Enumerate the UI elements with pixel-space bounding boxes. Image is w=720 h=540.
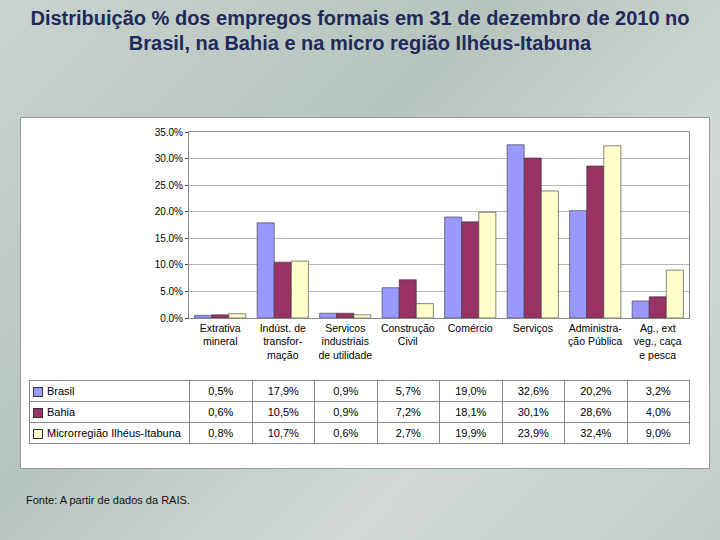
html-text:Distribuição % dos empregos fo: Distribuição % dos empregos formais em 3… [30,7,690,54]
svg-text:0.0%: 0.0% [160,313,183,324]
html-text:4,0%: 4,0% [645,406,671,418]
html-text:28,6%: 28,6% [580,406,612,418]
html-text:19,0%: 19,0% [455,385,487,397]
html-text:0,8%: 0,8% [208,427,234,439]
svg-text:35.0%: 35.0% [155,127,183,138]
svg-text:10.0%: 10.0% [155,259,183,270]
html-text:Fonte: A partir de dados da RA: Fonte: A partir de dados da RAIS. [26,494,190,506]
svg-text:Indúst. detransfor-mação: Indúst. detransfor-mação [260,322,306,361]
html-text:0,9%: 0,9% [333,385,359,397]
html-text:0,6%: 0,6% [208,406,234,418]
html-text:20,2%: 20,2% [580,385,612,397]
html-text:32,6%: 32,6% [517,385,549,397]
svg-text:Comércio: Comércio [448,322,493,334]
html-text:0,9%: 0,9% [333,406,359,418]
html-text:19,9%: 19,9% [455,427,487,439]
html-text:2,7%: 2,7% [395,427,421,439]
html-text:3,2%: 3,2% [645,385,671,397]
svg-text:30.0%: 30.0% [155,153,183,164]
html-text:0,6%: 0,6% [333,427,359,439]
html-text:10,7%: 10,7% [267,427,299,439]
html-text:23,9%: 23,9% [517,427,549,439]
html-text:17,9%: 17,9% [267,385,299,397]
html-text:7,2%: 7,2% [395,406,421,418]
svg-text:5.0%: 5.0% [160,286,183,297]
svg-text:15.0%: 15.0% [155,233,183,244]
svg-text:20.0%: 20.0% [155,206,183,217]
html-text:Bahia: Bahia [47,406,76,418]
html-text:Brasil: Brasil [47,385,75,397]
html-text:Microrregião Ilhéus-Itabuna: Microrregião Ilhéus-Itabuna [47,427,181,439]
html-text:10,5%: 10,5% [267,406,299,418]
html-text:9,0%: 9,0% [645,427,671,439]
html-text:18,1%: 18,1% [455,406,487,418]
svg-text:25.0%: 25.0% [155,180,183,191]
svg-text:Extrativamineral: Extrativamineral [200,322,241,348]
html-text:30,1%: 30,1% [517,406,549,418]
svg-text:Administra-ção Pública: Administra-ção Pública [568,322,622,348]
svg-text:ConstruçãoCivil: ConstruçãoCivil [381,322,435,348]
svg-text:Ag., extveg., caçae pesca: Ag., extveg., caçae pesca [634,322,682,361]
html-text:5,7%: 5,7% [395,385,421,397]
svg-text:Serviços: Serviços [513,322,553,334]
svg-text:Servicosindustriaisde utilidad: Servicosindustriaisde utilidade [318,322,372,361]
html-text:32,4%: 32,4% [580,427,612,439]
html-text:0,5%: 0,5% [208,385,234,397]
